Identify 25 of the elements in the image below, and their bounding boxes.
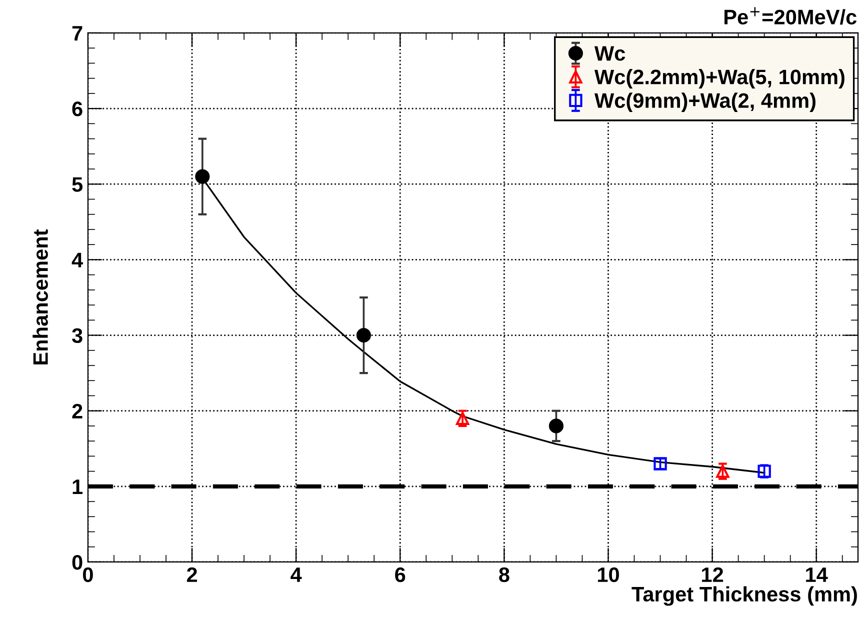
- x-tick-label: 0: [82, 567, 93, 582]
- x-tick-label: 8: [499, 567, 510, 582]
- point: [195, 169, 210, 184]
- y-tick-label: 0: [72, 554, 82, 570]
- legend-label: Wc(9mm)+Wa(2, 4mm): [594, 92, 816, 112]
- point: [356, 328, 371, 343]
- x-tick-label: 12: [702, 567, 724, 582]
- x-tick-label: 14: [806, 568, 828, 582]
- y-tick-label: 6: [72, 102, 82, 116]
- y-tick-label: 1: [72, 480, 83, 494]
- y-axis-title: Enhancement: [32, 229, 48, 364]
- x-tick-label: 10: [598, 567, 619, 582]
- legend-label: Wc(2.2mm)+Wa(5, 10mm): [594, 69, 844, 88]
- chart-title: Pe$^{+}$=20MeV/c: [724, 7, 857, 25]
- y-tick-label: 7: [72, 26, 82, 41]
- x-tick-label: 6: [395, 567, 406, 582]
- point: [548, 418, 564, 434]
- legend-label: Wc: [594, 46, 626, 61]
- y-tick-label: 4: [72, 252, 83, 268]
- x-axis-title: Target Thickness (mm): [632, 586, 857, 606]
- x-tick-label: 4: [290, 568, 302, 582]
- y-tick-label: 5: [72, 177, 83, 192]
- y-tick-label: 3: [72, 328, 82, 344]
- y-tick-label: 2: [72, 404, 82, 418]
- x-tick-label: 2: [186, 567, 197, 582]
